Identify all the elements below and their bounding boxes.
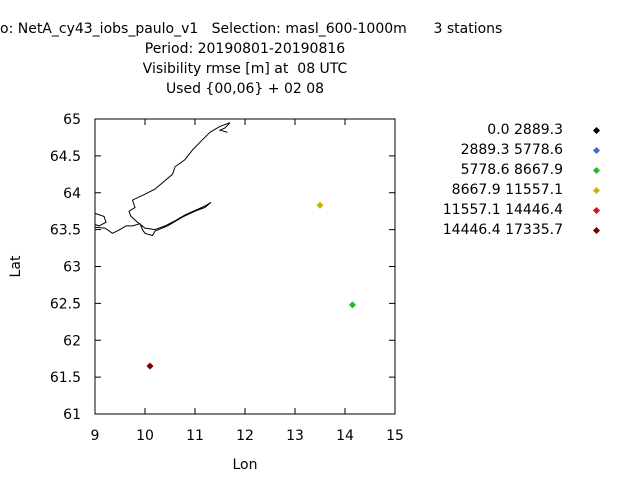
y-tick-label: 62.5 <box>50 296 81 312</box>
y-tick-label: 64.5 <box>50 149 81 165</box>
station-point <box>146 362 154 370</box>
legend-entry-label: 5778.6 8667.9 <box>460 162 563 178</box>
legend-entry-label: 8667.9 11557.1 <box>451 182 563 198</box>
plot-frame <box>94 118 396 415</box>
legend-entry-label: 0.0 2889.3 <box>487 122 563 138</box>
x-axis-label: Lon <box>233 457 258 473</box>
x-tick-label: 13 <box>286 428 304 444</box>
y-axis-label: Lat <box>8 255 24 277</box>
y-tick-label: 65 <box>63 112 81 128</box>
x-tick-label: 10 <box>136 428 154 444</box>
chart-title-line-1: o: NetA_cy43_iobs_paulo_v1 Selection: ma… <box>0 21 503 37</box>
y-tick-label: 63.5 <box>50 223 81 239</box>
x-tick-label: 15 <box>386 428 404 444</box>
coastline <box>94 122 231 237</box>
legend-entry-label: 2889.3 5778.6 <box>460 142 563 158</box>
y-tick-label: 64 <box>63 186 81 202</box>
station-point <box>348 301 357 309</box>
coastline <box>94 212 107 227</box>
chart-title-metric: Visibility rmse [m] at 08 UTC <box>142 61 348 77</box>
y-tick-label: 62 <box>63 333 81 349</box>
x-tick-label: 9 <box>91 428 100 444</box>
legend-entry-label: 14446.4 17335.7 <box>442 222 563 238</box>
y-tick-label: 63 <box>63 260 81 276</box>
chart-title-period: Period: 20190801-20190816 <box>144 41 346 57</box>
chart-title-used: Used {00,06} + 02 08 <box>165 81 325 97</box>
x-tick-label: 14 <box>336 428 354 444</box>
x-tick-label: 12 <box>236 428 254 444</box>
y-tick-label: 61.5 <box>50 370 81 386</box>
x-tick-label: 11 <box>186 428 204 444</box>
station-point <box>316 201 324 209</box>
legend-entry-label: 11557.1 14446.4 <box>442 202 563 218</box>
y-tick-label: 61 <box>63 407 81 423</box>
